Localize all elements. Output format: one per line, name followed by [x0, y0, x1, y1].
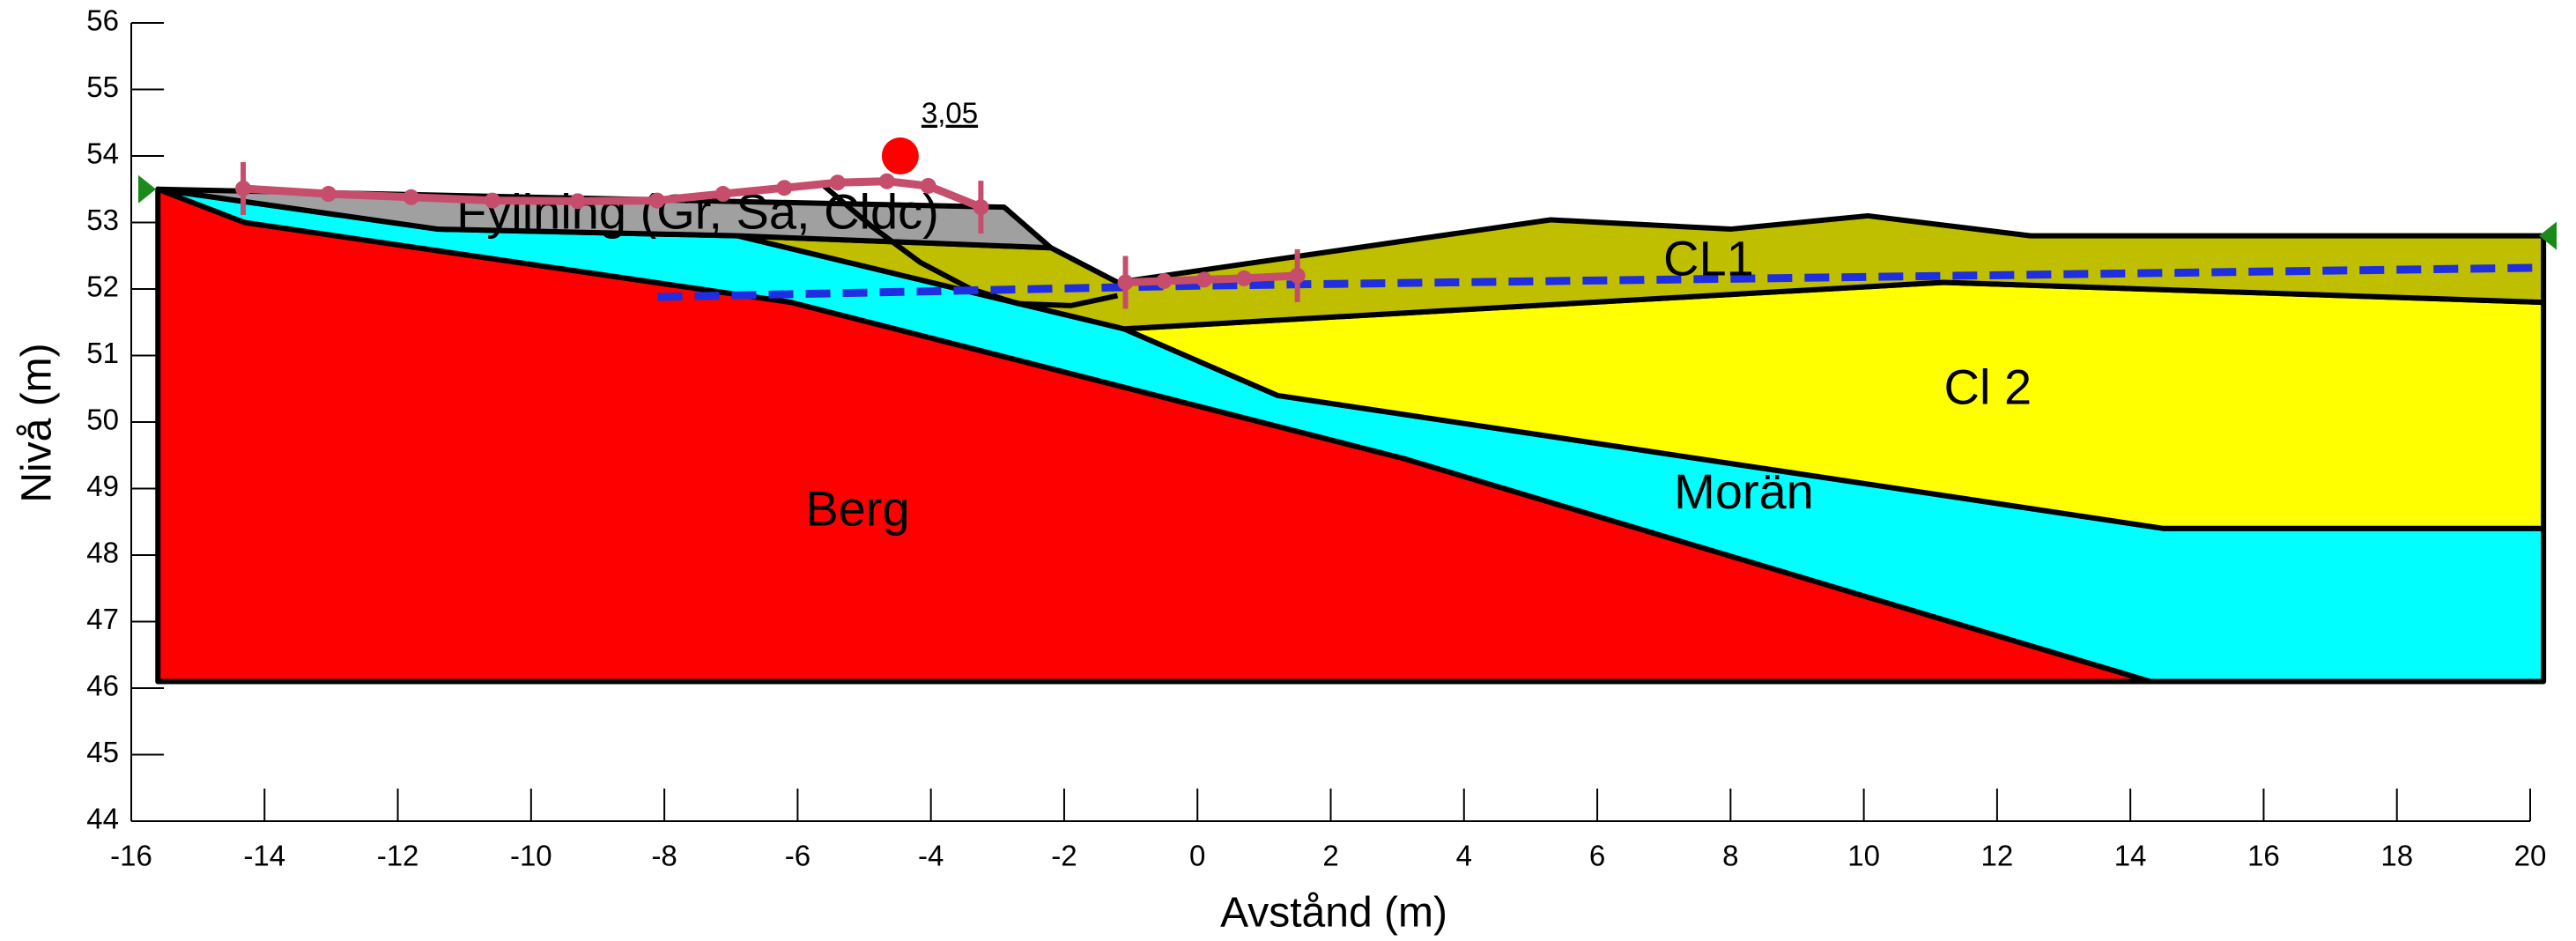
region-label: CL1: [1663, 231, 1754, 286]
entry-point: [776, 180, 793, 196]
entry-point: [920, 177, 936, 194]
y-tick-label: 44: [86, 803, 119, 835]
x-tick-label: -16: [110, 840, 152, 872]
critical-center: [881, 137, 919, 174]
x-tick-label: 4: [1456, 840, 1472, 872]
region-label: Berg: [805, 480, 909, 536]
region-label: Cl 2: [1944, 359, 2032, 414]
x-tick-label: 20: [2514, 840, 2547, 872]
y-tick-label: 52: [86, 270, 119, 303]
y-tick-label: 53: [86, 204, 119, 236]
y-tick-label: 55: [86, 70, 119, 103]
x-tick-label: 18: [2380, 840, 2413, 872]
marker: [138, 174, 156, 204]
x-tick-label: 2: [1322, 840, 1338, 872]
entry-point: [878, 173, 895, 189]
x-tick-label: -10: [510, 840, 552, 872]
x-tick-label: 8: [1722, 840, 1738, 872]
marker: [2539, 221, 2557, 250]
x-tick-label: -2: [1051, 840, 1077, 872]
x-tick-label: 6: [1589, 840, 1605, 872]
y-tick-label: 48: [86, 537, 119, 569]
factor-of-safety: 3,05: [922, 97, 978, 130]
x-tick-label: 10: [1847, 840, 1880, 872]
entry-point: [403, 189, 419, 205]
y-tick-label: 56: [86, 4, 119, 37]
y-tick-label: 54: [86, 137, 119, 170]
y-tick-label: 46: [86, 670, 119, 702]
y-tick-label: 51: [86, 337, 119, 369]
x-tick-label: 12: [1981, 840, 2014, 872]
entry-point: [648, 192, 665, 209]
y-tick-label: 50: [86, 404, 119, 436]
x-tick-label: -4: [918, 840, 944, 872]
x-axis-title: Avstånd (m): [1220, 890, 1447, 937]
soil-region: [735, 212, 2547, 332]
x-tick-label: 16: [2247, 840, 2280, 872]
x-tick-label: 14: [2114, 840, 2147, 872]
x-tick-label: 0: [1189, 840, 1205, 872]
entry-point: [829, 174, 846, 191]
y-tick-label: 45: [86, 736, 119, 768]
exit-point: [1195, 271, 1212, 288]
exit-point: [1236, 270, 1253, 286]
y-tick-label: 47: [86, 603, 119, 635]
x-tick-label: -12: [377, 840, 419, 872]
x-tick-label: -6: [785, 840, 811, 872]
y-axis-title: Nivå (m): [14, 343, 61, 502]
region-label: Fyllning (Gr, Sa, Cldc): [456, 184, 939, 240]
entry-point: [714, 186, 731, 203]
x-tick-label: -14: [243, 840, 285, 872]
water-table: [657, 263, 2544, 301]
x-tick-label: -8: [651, 840, 677, 872]
entry-point: [320, 186, 337, 203]
entry-point: [569, 193, 586, 210]
exit-point: [1156, 272, 1173, 289]
y-tick-label: 49: [86, 470, 119, 502]
entry-point: [484, 192, 500, 209]
region-label: Morän: [1674, 463, 1814, 519]
